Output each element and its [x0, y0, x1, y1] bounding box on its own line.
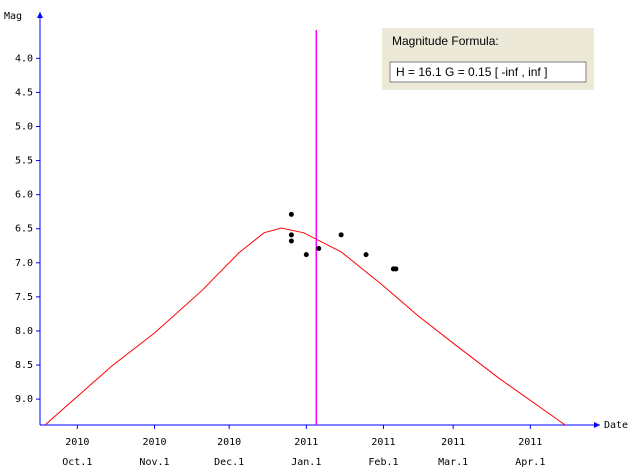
- x-tick-year: 2011: [294, 437, 318, 448]
- x-tick-label: Jan.1: [291, 457, 321, 468]
- y-tick-label: 6.0: [15, 190, 33, 201]
- x-tick-year: 2011: [371, 437, 395, 448]
- x-tick-label: Feb.1: [368, 457, 398, 468]
- x-tick-label: Nov.1: [139, 457, 169, 468]
- y-tick-label: 5.5: [15, 156, 33, 167]
- observation: [363, 252, 369, 258]
- x-tick-year: 2010: [142, 437, 166, 448]
- observation: [303, 252, 309, 258]
- observation: [288, 211, 294, 217]
- x-axis-label: Date: [604, 420, 628, 431]
- box-title: Magnitude Formula:: [392, 34, 499, 48]
- x-tick-label: Mar.1: [438, 457, 468, 468]
- x-axis-arrow: [594, 422, 600, 428]
- observation: [338, 232, 344, 238]
- x-tick-label: Apr.1: [515, 457, 545, 468]
- y-tick-label: 7.0: [15, 258, 33, 269]
- model-curve: [44, 227, 566, 426]
- y-tick-label: 7.5: [15, 292, 33, 303]
- x-tick-year: 2010: [217, 437, 241, 448]
- x-tick-label: Oct.1: [62, 457, 92, 468]
- formula-text: H = 16.1 G = 0.15 [ -inf , inf ]: [396, 65, 547, 79]
- y-axis-arrow: [37, 12, 43, 18]
- x-tick-year: 2011: [441, 437, 465, 448]
- observation: [288, 238, 294, 244]
- y-axis-label: Mag: [4, 11, 22, 22]
- formula-field: [389, 61, 587, 83]
- y-tick-label: 4.5: [15, 87, 33, 98]
- y-tick-label: 6.5: [15, 224, 33, 235]
- observation: [393, 266, 399, 272]
- x-tick-label: Dec.1: [214, 457, 244, 468]
- observation: [288, 232, 294, 238]
- y-tick-label: 9.0: [15, 394, 33, 405]
- y-tick-label: 8.0: [15, 326, 33, 337]
- y-tick-label: 5.0: [15, 121, 33, 132]
- y-tick-label: 8.5: [15, 360, 33, 371]
- x-tick-year: 2011: [518, 437, 542, 448]
- formula-box: Magnitude Formula: H = 16.1 G = 0.15 [ -…: [382, 28, 594, 90]
- x-tick-year: 2010: [65, 437, 89, 448]
- y-tick-label: 4.0: [15, 53, 33, 64]
- observation: [316, 245, 322, 251]
